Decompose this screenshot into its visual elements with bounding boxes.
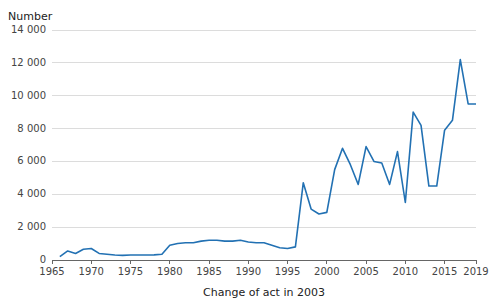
x-tick — [169, 260, 170, 264]
data-line — [60, 60, 476, 257]
x-tick — [405, 260, 406, 264]
x-tick — [130, 260, 131, 264]
plot-area — [60, 60, 476, 257]
grid-line — [52, 161, 476, 162]
y-tick-label: 12 000 — [11, 57, 46, 68]
y-tick-label: 8 000 — [17, 123, 46, 134]
y-tick-label: 6 000 — [17, 155, 46, 166]
y-tick-label: 10 000 — [11, 90, 46, 101]
x-tick — [91, 260, 92, 264]
x-tick-label: 2019 — [463, 266, 488, 277]
x-tick-label: 1990 — [236, 266, 261, 277]
x-tick-label: 1995 — [275, 266, 300, 277]
grid-line — [52, 62, 476, 63]
x-tick — [366, 260, 367, 264]
y-tick-label: 14 000 — [11, 24, 46, 35]
grid-line — [52, 30, 476, 31]
x-tick — [444, 260, 445, 264]
x-tick-label: 2000 — [314, 266, 339, 277]
y-axis-label: Number — [8, 10, 53, 23]
y-tick-label: 0 — [40, 254, 46, 265]
x-tick-label: 1975 — [118, 266, 143, 277]
chart-container: 0 2 000 4 000 6 000 8 000 10 000 12 000 14 000 1… — [0, 0, 492, 304]
x-tick-label: 1980 — [157, 266, 182, 277]
x-tick-label: 1985 — [196, 266, 221, 277]
x-tick — [209, 260, 210, 264]
x-tick-label: 1970 — [79, 266, 104, 277]
x-tick-label: 2010 — [393, 266, 418, 277]
grid-line — [52, 227, 476, 228]
x-axis: 1965 1970 1975 1980 1985 1990 1995 2000 2005 2010… — [39, 260, 488, 277]
x-tick-label: 2015 — [432, 266, 457, 277]
y-grid — [52, 30, 476, 260]
chart: 0 2 000 4 000 6 000 8 000 10 000 12 000 14 000 1… — [0, 0, 492, 304]
x-tick-label: 1965 — [39, 266, 64, 277]
x-tick — [52, 260, 53, 264]
x-tick — [476, 260, 477, 264]
y-tick-label: 4 000 — [17, 188, 46, 199]
x-tick — [248, 260, 249, 264]
grid-line — [52, 260, 476, 261]
grid-line — [52, 194, 476, 195]
grid-line — [52, 95, 476, 96]
y-tick-labels: 0 2 000 4 000 6 000 8 000 10 000 12 000 14 000 — [11, 24, 46, 265]
x-tick-label: 2005 — [353, 266, 378, 277]
x-tick — [287, 260, 288, 264]
x-axis-line — [52, 260, 476, 261]
x-axis-label: Change of act in 2003 — [203, 286, 325, 299]
y-tick-label: 2 000 — [17, 221, 46, 232]
x-tick — [326, 260, 327, 264]
